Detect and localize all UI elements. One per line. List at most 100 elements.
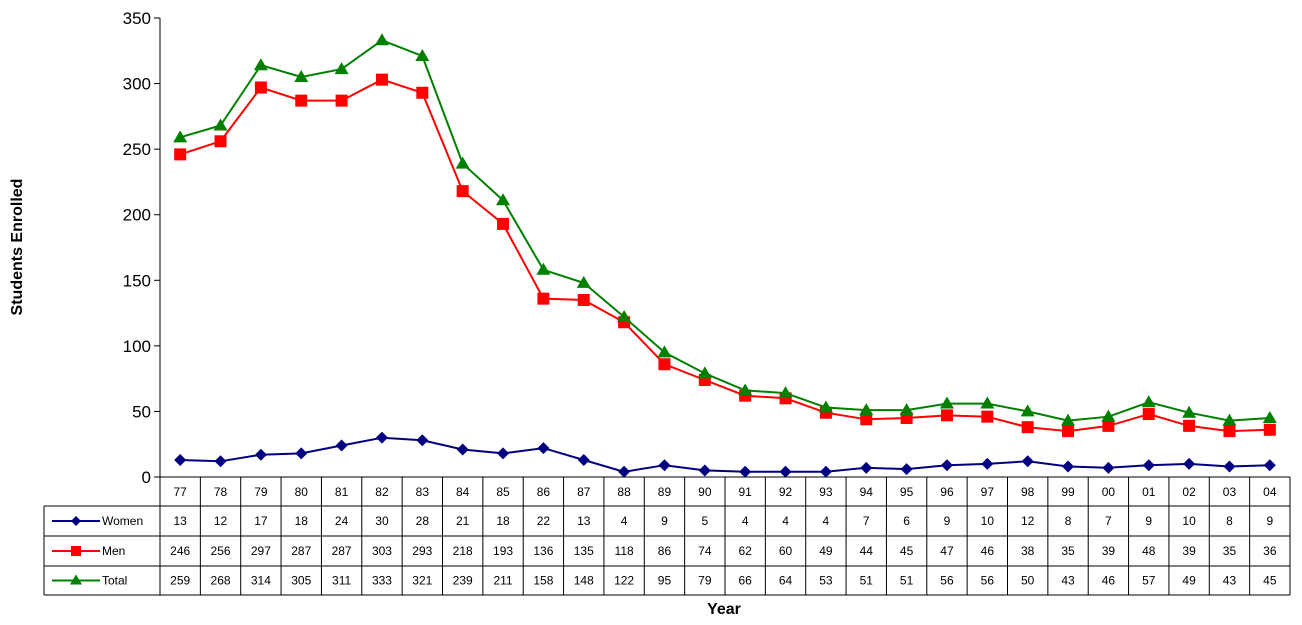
point-total <box>1222 413 1237 426</box>
x-tick-label: 99 <box>1061 485 1075 499</box>
y-tick-label: 100 <box>123 337 151 356</box>
data-label-total: 56 <box>940 574 954 588</box>
data-label-total: 43 <box>1223 574 1237 588</box>
data-label-men: 46 <box>981 544 995 558</box>
data-label-women: 9 <box>944 514 951 528</box>
data-label-men: 39 <box>1182 544 1196 558</box>
data-label-women: 12 <box>214 514 228 528</box>
data-label-women: 7 <box>863 514 870 528</box>
point-men <box>416 86 429 99</box>
point-women <box>658 459 671 472</box>
data-label-women: 9 <box>1145 514 1152 528</box>
data-label-total: 239 <box>453 574 473 588</box>
data-label-men: 35 <box>1223 544 1237 558</box>
point-women <box>819 465 832 478</box>
data-label-women: 8 <box>1065 514 1072 528</box>
legend-label-total: Total <box>102 574 127 588</box>
point-total <box>1182 405 1197 418</box>
plot-area: 0 50 100 150 200 250 300 350 <box>123 9 1277 487</box>
data-label-women: 17 <box>254 514 268 528</box>
data-label-women: 13 <box>173 514 187 528</box>
point-total <box>213 118 228 131</box>
legend-marker-women <box>71 516 81 526</box>
data-label-total: 45 <box>1263 574 1277 588</box>
data-label-total: 53 <box>819 574 833 588</box>
data-label-men: 60 <box>779 544 793 558</box>
point-women <box>779 465 792 478</box>
data-label-men: 38 <box>1021 544 1035 558</box>
data-label-women: 6 <box>903 514 910 528</box>
data-label-women: 18 <box>295 514 309 528</box>
x-tick-label: 87 <box>577 485 591 499</box>
x-tick-label: 84 <box>456 485 470 499</box>
data-label-women: 21 <box>456 514 470 528</box>
point-women <box>497 447 510 460</box>
data-label-men: 47 <box>940 544 954 558</box>
y-tick-label: 150 <box>123 271 151 290</box>
x-tick-label: 80 <box>295 485 309 499</box>
point-women <box>214 455 227 468</box>
data-label-women: 4 <box>823 514 830 528</box>
data-label-total: 79 <box>698 574 712 588</box>
y-tick-label: 0 <box>142 468 151 487</box>
point-men <box>537 292 550 305</box>
x-tick-label: 92 <box>779 485 793 499</box>
point-women <box>900 463 913 476</box>
data-label-men: 193 <box>493 544 513 558</box>
x-axis-title: Year <box>707 601 741 618</box>
point-total <box>294 70 309 83</box>
point-women <box>537 442 550 455</box>
y-tick-label: 200 <box>123 206 151 225</box>
data-label-total: 314 <box>251 574 271 588</box>
point-women <box>981 457 994 470</box>
point-men <box>214 135 227 148</box>
x-tick-label: 81 <box>335 485 349 499</box>
data-label-total: 46 <box>1102 574 1116 588</box>
data-label-women: 12 <box>1021 514 1035 528</box>
point-women <box>295 447 308 460</box>
point-men <box>456 185 469 198</box>
data-label-total: 259 <box>170 574 190 588</box>
point-men <box>981 410 994 423</box>
point-women <box>1102 461 1115 474</box>
point-men <box>940 409 953 422</box>
point-men <box>174 148 187 161</box>
x-tick-label: 90 <box>698 485 712 499</box>
data-label-men: 74 <box>698 544 712 558</box>
data-label-total: 43 <box>1061 574 1075 588</box>
data-label-men: 287 <box>291 544 311 558</box>
point-women <box>375 431 388 444</box>
data-label-men: 35 <box>1061 544 1075 558</box>
data-label-total: 51 <box>900 574 914 588</box>
x-tick-label: 95 <box>900 485 914 499</box>
data-label-total: 321 <box>412 574 432 588</box>
data-label-total: 211 <box>493 574 512 588</box>
data-label-total: 305 <box>291 574 311 588</box>
point-women <box>860 461 873 474</box>
data-label-women: 4 <box>742 514 749 528</box>
data-label-women: 13 <box>577 514 591 528</box>
data-label-men: 135 <box>574 544 594 558</box>
x-tick-label: 01 <box>1142 485 1156 499</box>
data-label-men: 303 <box>372 544 392 558</box>
point-total <box>374 33 389 46</box>
data-label-women: 18 <box>496 514 510 528</box>
data-label-total: 148 <box>574 574 594 588</box>
data-label-men: 287 <box>332 544 352 558</box>
data-label-men: 48 <box>1142 544 1156 558</box>
point-women <box>739 465 752 478</box>
data-label-women: 5 <box>701 514 708 528</box>
data-label-total: 122 <box>614 574 634 588</box>
point-men <box>335 94 348 107</box>
data-label-men: 218 <box>453 544 473 558</box>
point-men <box>295 94 308 107</box>
data-label-men: 39 <box>1102 544 1116 558</box>
data-label-men: 118 <box>615 544 634 558</box>
data-label-total: 56 <box>981 574 995 588</box>
data-label-women: 30 <box>375 514 389 528</box>
data-label-men: 293 <box>412 544 432 558</box>
x-tick-label: 04 <box>1263 485 1277 499</box>
x-tick-label: 79 <box>254 485 268 499</box>
data-label-total: 51 <box>860 574 874 588</box>
